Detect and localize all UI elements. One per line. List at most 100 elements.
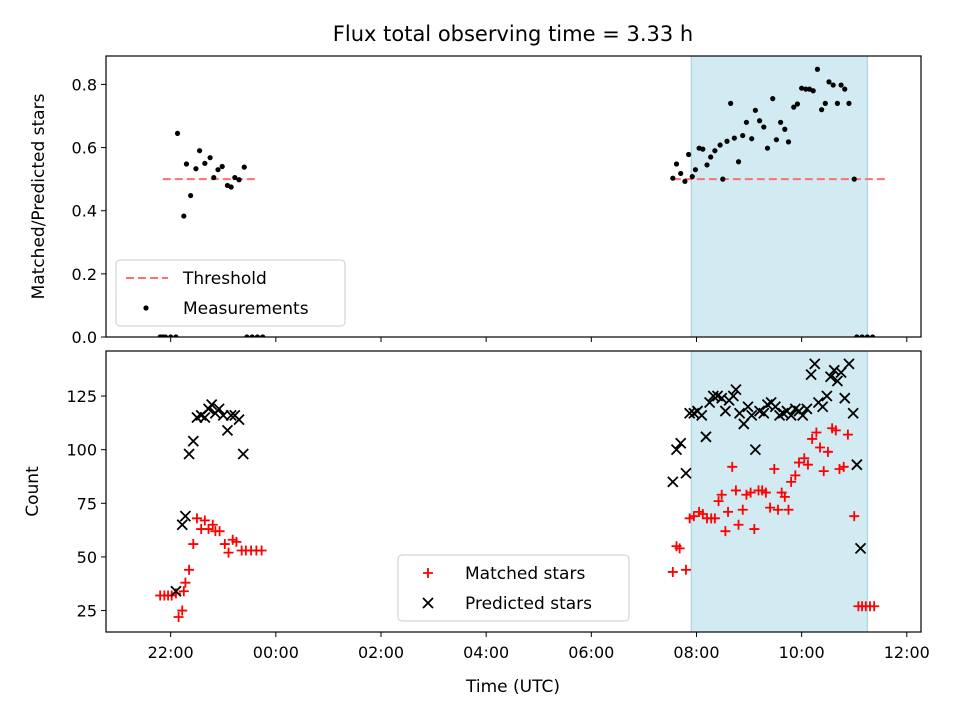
measurements-point [215, 167, 221, 173]
matched-stars-point [779, 491, 790, 502]
matched-stars-point [223, 547, 234, 558]
legend-entry-label: Measurements [183, 299, 309, 319]
predicted-stars-point [831, 375, 844, 387]
matched-stars-point [199, 515, 210, 526]
legend-measurements-swatch [143, 305, 149, 311]
matched-stars-point [191, 513, 202, 524]
predicted-stars-point [839, 392, 851, 404]
measurements-point [834, 100, 840, 106]
predicted-stars-point [670, 444, 683, 456]
predicted-stars-point [237, 448, 249, 460]
matched-stars-point [680, 564, 691, 575]
matched-stars-point [727, 461, 738, 472]
predicted-stars-point [809, 358, 821, 370]
x-tick-label: 08:00 [673, 643, 719, 662]
measurements-point [692, 167, 699, 173]
predicted-stars-point [213, 403, 225, 415]
predicted-stars-point [801, 403, 813, 415]
predicted-stars-point [221, 424, 234, 437]
x-tick-label: 10:00 [779, 643, 825, 662]
measurements-point [819, 107, 825, 113]
predicted-stars-point [707, 390, 719, 402]
matched-stars-point [745, 487, 756, 498]
y-tick-label: 50 [77, 548, 97, 567]
axes-frame [105, 55, 922, 338]
predicted-stars-point [696, 409, 708, 421]
measurements-point [854, 334, 860, 337]
measurements-point [236, 177, 242, 183]
measurements-point [254, 334, 261, 337]
matched-stars-point [214, 526, 225, 537]
measurements-point [752, 107, 758, 113]
measurements-point [219, 163, 225, 170]
matched-stars-point [822, 446, 833, 457]
legend: Threshold Measurements [115, 259, 346, 327]
measurements-point [864, 334, 870, 337]
matched-stars-point [790, 470, 801, 481]
measurements-point [678, 170, 684, 177]
x-tick-label: 04:00 [463, 643, 509, 662]
predicted-stars-point [854, 542, 867, 554]
matched-stars-point [760, 487, 771, 498]
measurements-point [842, 86, 848, 92]
measurements-point [810, 88, 816, 94]
measurements-point [244, 334, 250, 337]
matched-stars-point [794, 457, 805, 468]
measurements-point [851, 176, 857, 182]
measurements-point [160, 334, 166, 337]
y-tick-label: 25 [77, 602, 97, 621]
predicted-stars-point [733, 407, 746, 419]
measurements-point [756, 118, 763, 124]
measurements-point [794, 101, 801, 107]
predicted-stars-point [805, 368, 817, 381]
predicted-stars-point [179, 510, 192, 522]
measurements-point [724, 138, 730, 144]
predicted-stars-point [824, 371, 837, 383]
matched-stars-point [178, 586, 189, 597]
predicted-stars-point [730, 383, 742, 396]
matched-stars-point [173, 611, 184, 622]
predicted-stars-point [785, 409, 797, 421]
matched-stars-point [188, 539, 199, 550]
measurements-point [708, 154, 714, 160]
matched-stars-point [674, 543, 685, 554]
measurements-point [196, 148, 203, 154]
predicted-stars-point [716, 392, 728, 404]
legend-predicted-swatch [422, 597, 434, 609]
measurements-point [241, 164, 247, 170]
predicted-stars-point [727, 390, 739, 402]
matched-stars-point [765, 502, 776, 513]
predicted-stars-point [851, 459, 863, 471]
matched-stars-point [667, 566, 678, 577]
measurements-point [168, 334, 174, 337]
x-tick-label: 00:00 [253, 643, 299, 662]
legend-matched-swatch [423, 568, 433, 578]
measurements-point [764, 145, 771, 151]
predicted-stars-point [758, 407, 770, 419]
measurements-point [232, 174, 238, 181]
y-tick-label: 125 [66, 387, 97, 406]
axes-frame [105, 350, 922, 633]
predicted-stars-point [847, 407, 859, 419]
measurements-point [673, 161, 680, 167]
measurements-point [728, 100, 734, 106]
observing-window-span [691, 56, 868, 337]
measurements-point [183, 161, 190, 167]
measurements-point [207, 155, 213, 161]
y-tick-label: 0.8 [72, 75, 97, 94]
y-axis-label: Matched/Predicted stars [29, 93, 49, 299]
predicted-stars-point [821, 390, 833, 402]
matched-stars-point [786, 476, 797, 487]
matched-stars-point [811, 427, 822, 438]
matched-stars-point [207, 519, 218, 530]
matched-stars-point [231, 536, 242, 547]
y-tick-label: 100 [66, 441, 97, 460]
measurements-point [700, 146, 706, 152]
matched-stars-point [733, 519, 744, 530]
x-tick-label: 12:00 [884, 643, 930, 662]
measurements-point [826, 79, 832, 85]
measurements-point [712, 148, 718, 154]
matched-stars-point [730, 485, 741, 496]
measurements-point [743, 119, 750, 125]
